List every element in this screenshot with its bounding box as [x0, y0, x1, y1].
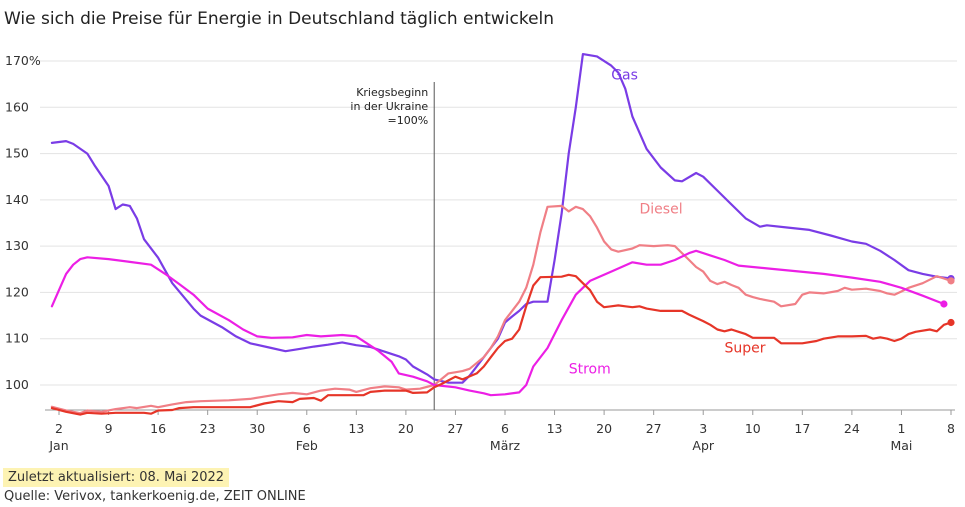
x-tick-label-2022-01-23: 23 — [200, 421, 216, 436]
x-tick-label-2022-04-17: 17 — [794, 421, 810, 436]
series-endpoint-super — [947, 318, 955, 327]
annotation-line-0: Kriegsbeginn — [356, 86, 428, 99]
series-endpoint-diesel — [947, 277, 955, 285]
x-tick-label-2022-02-06: 6 — [303, 421, 311, 436]
annotation-line-2: =100% — [388, 114, 429, 127]
series-line-strom — [50, 249, 945, 397]
x-tick-label-2022-03-06: 6 — [501, 421, 509, 436]
month-label-Apr: Apr — [692, 438, 714, 453]
x-tick-label-2022-01-02: 2 — [55, 421, 63, 436]
y-tick-label-160: 160 — [5, 99, 29, 114]
x-tick-label-2022-05-08: 8 — [947, 421, 955, 436]
x-tick-label-2022-04-10: 10 — [745, 421, 761, 436]
series-labels: Gas Diesel Strom Super — [569, 68, 766, 378]
y-tick-label-120: 120 — [5, 284, 29, 299]
x-tick-label-2022-01-30: 30 — [249, 421, 265, 436]
x-tick-label-2022-05-01: 1 — [897, 421, 905, 436]
x-tick-label-2022-01-16: 16 — [150, 421, 166, 436]
month-label-März: März — [490, 438, 521, 453]
y-tick-label-140: 140 — [5, 192, 29, 207]
y-tick-label-150: 150 — [5, 146, 29, 161]
x-tick-label-2022-03-27: 27 — [646, 421, 662, 436]
month-label-Jan: Jan — [48, 438, 68, 453]
y-tick-label-170: 170% — [5, 53, 41, 68]
month-label-Mai: Mai — [890, 438, 912, 453]
series-label-strom: Strom — [569, 361, 611, 377]
x-tick-label-2022-04-24: 24 — [844, 421, 860, 436]
x-tick-label-2022-02-27: 27 — [447, 421, 463, 436]
series-lines — [50, 53, 955, 416]
series-label-diesel: Diesel — [640, 202, 683, 218]
annotation-line-1: in der Ukraine — [350, 100, 428, 113]
x-tick-label-2022-03-20: 20 — [596, 421, 612, 436]
last-updated-badge: Zuletzt aktualisiert: 08. Mai 2022 — [3, 468, 230, 487]
series-line-gas — [50, 53, 953, 384]
month-label-Feb: Feb — [296, 438, 318, 453]
x-tick-label-2022-02-13: 13 — [348, 421, 364, 436]
series-label-gas: Gas — [611, 68, 638, 84]
series-line-diesel — [50, 204, 953, 415]
series-label-super: Super — [724, 341, 765, 357]
x-tick-label-2022-01-09: 9 — [105, 421, 113, 436]
page-title: Wie sich die Preise für Energie in Deuts… — [4, 9, 555, 29]
source-note: Quelle: Verivox, tankerkoenig.de, ZEIT O… — [4, 489, 306, 504]
series-endpoint-strom — [940, 300, 948, 308]
x-axis-ticks: 2 9 16 23 30 6 13 20 27 6 13 20 27 3 10 17 24 1 8 Jan Feb Mär… — [45, 409, 955, 453]
x-tick-label-2022-03-13: 13 — [547, 421, 563, 436]
y-tick-label-110: 110 — [5, 331, 29, 346]
y-tick-label-100: 100 — [5, 377, 29, 392]
x-tick-label-2022-04-03: 3 — [699, 421, 707, 436]
x-tick-label-2022-02-20: 20 — [398, 421, 414, 436]
series-line-super — [50, 273, 953, 416]
y-axis-ticks: 100 110 120 130 140 150 160 170% — [5, 53, 41, 392]
y-tick-label-130: 130 — [5, 238, 29, 253]
